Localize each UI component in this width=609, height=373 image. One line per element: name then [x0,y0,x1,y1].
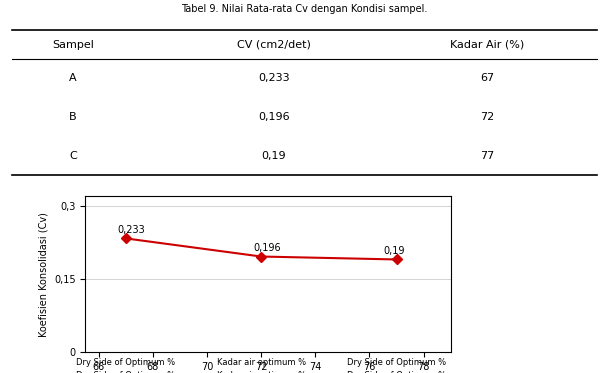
Text: B: B [69,112,77,122]
Text: Kadar air optimum %: Kadar air optimum % [217,371,306,373]
Text: 67: 67 [480,73,495,84]
Text: Kadar air optimum %: Kadar air optimum % [217,358,306,367]
Text: CV (cm2/det): CV (cm2/det) [237,40,311,50]
Text: Kadar Air (%): Kadar Air (%) [450,40,524,50]
Text: Dry Side of Optimum %: Dry Side of Optimum % [76,371,175,373]
Text: 0,196: 0,196 [253,242,281,253]
Text: C: C [69,151,77,161]
Text: 0,233: 0,233 [118,225,146,235]
Text: 0,19: 0,19 [383,245,404,256]
Y-axis label: Koefisien Konsolidasi (Cv): Koefisien Konsolidasi (Cv) [38,212,48,336]
Text: Sampel: Sampel [52,40,94,50]
Text: A: A [69,73,77,84]
Text: Dry Side of Optimum %: Dry Side of Optimum % [76,358,175,367]
Text: 0,233: 0,233 [258,73,290,84]
Text: 0,19: 0,19 [262,151,286,161]
Text: Tabel 9. Nilai Rata-rata Cv dengan Kondisi sampel.: Tabel 9. Nilai Rata-rata Cv dengan Kondi… [181,4,428,13]
Text: Dry Side of Optimum %: Dry Side of Optimum % [347,358,446,367]
Text: 77: 77 [480,151,495,161]
Text: Dry Side of Optimum %: Dry Side of Optimum % [347,371,446,373]
Text: 72: 72 [480,112,495,122]
Text: 0,196: 0,196 [258,112,290,122]
